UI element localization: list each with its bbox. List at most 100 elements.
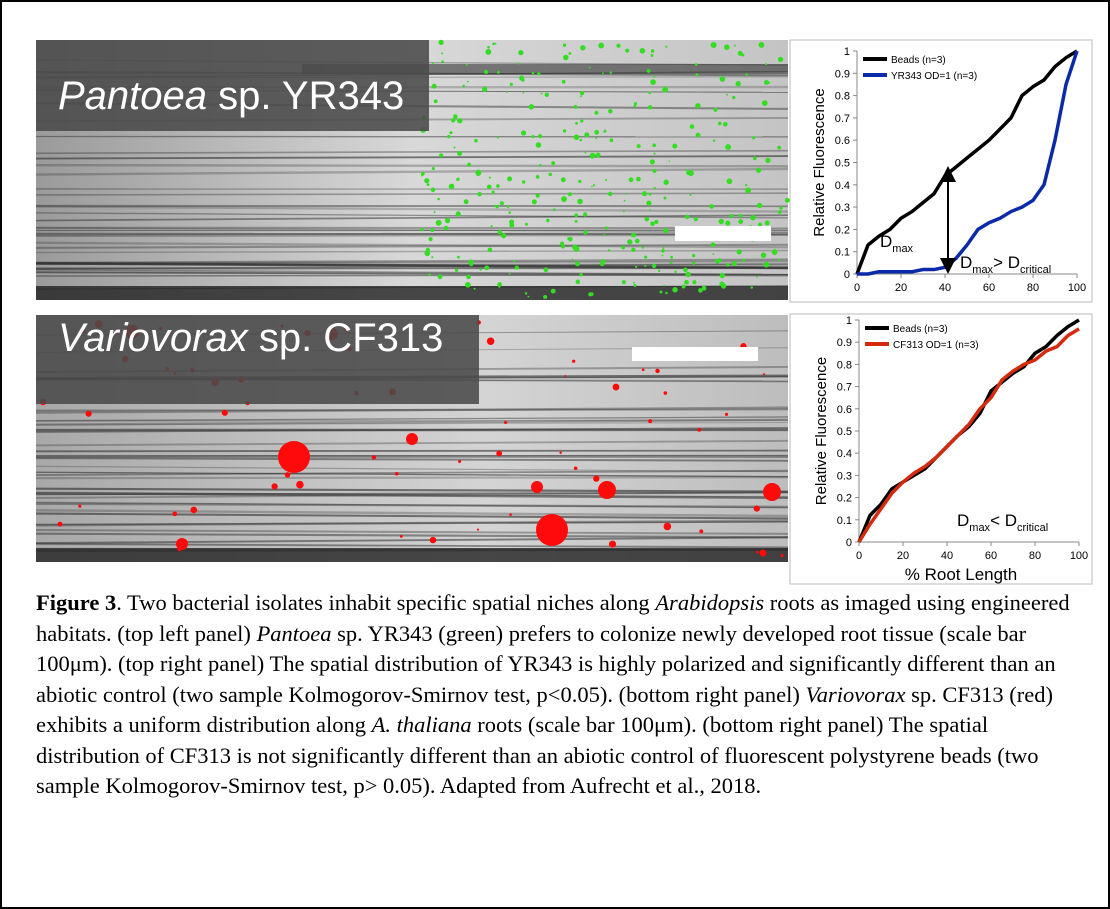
legend-label: Beads (n=3) [893,324,948,335]
bacteria-green [709,204,714,209]
bacteria-green [487,247,493,253]
bacteria-green [649,208,651,211]
y-tick-label: 0 [844,269,850,281]
y-tick-label: 1 [844,46,850,58]
bacteria-green [575,279,581,285]
annotation-text: < D [990,511,1017,530]
bacteria-red [663,522,672,531]
bacteria-green [628,177,634,183]
panel-label-part: sp. CF313 [248,316,444,360]
y-tick-label: 0.4 [835,180,850,192]
root-cell-wall [35,167,789,176]
annotation-text: > D [993,253,1020,272]
bacteria-green [563,54,569,61]
tube-edge [302,64,788,74]
bacteria-green [685,168,687,171]
bacteria-green [589,152,596,159]
bacteria-green [450,118,456,123]
bacteria-red [486,337,495,346]
bacteria-green [689,124,695,129]
bacteria-green [784,197,790,203]
bacteria-green [653,75,656,78]
bacteria-green [497,282,502,287]
bacteria-green [764,220,770,226]
bacteria-green [698,288,703,293]
bacteria-red [648,419,653,424]
bacteria-green [439,153,444,158]
bacteria-red [559,451,562,454]
bacteria-green [579,273,583,277]
bacteria-green [505,91,508,93]
bacteria-green [631,247,636,253]
bacteria-red [284,472,291,478]
caption-text: Pantoea [256,620,332,646]
bacteria-red [753,505,760,512]
bacteria-green [604,226,608,230]
bacteria-green [625,48,630,53]
bacteria-green [499,201,504,206]
bacteria-green [777,145,782,150]
bacteria-green [685,271,691,278]
root-cell-wall [35,532,789,539]
bacteria-green [544,92,549,98]
root-cell-wall [35,231,789,236]
bacteria-green [448,183,455,190]
bacteria-green [650,79,656,85]
bacteria-green [543,267,549,273]
bacteria-red [593,475,600,482]
bacteria-green [571,258,574,261]
bacteria-green [738,213,743,218]
root-cell-wall [35,542,789,549]
y-tick-label: 1 [846,315,852,327]
x-axis-label: % Root Length [905,565,1017,584]
bacteria-green [627,239,633,245]
bacteria-green [466,274,471,280]
bacteria-green [715,259,720,264]
bacteria-green [681,284,686,289]
caption-label: Figure 3 [36,590,117,615]
bacteria-green [702,285,705,288]
bacteria-green [670,255,674,259]
bacteria-green [512,259,516,263]
x-tick-label: 100 [1068,282,1086,294]
bacteria-green [588,292,593,297]
y-tick-label: 0.2 [837,493,852,505]
root-cell-wall [35,519,789,527]
bacteria-green [648,91,652,95]
bacteria-green [431,256,434,259]
bacteria-green [735,81,741,87]
bacteria-green [551,161,556,166]
bacteria-green [621,280,626,285]
bacteria-green [650,54,654,57]
panel-label-box [36,40,429,131]
bacteria-green [430,187,436,193]
bacteria-green [561,196,567,202]
bacteria-red [655,368,660,374]
bacteria-green [701,285,707,291]
bacteria-green [652,169,657,174]
bacteria-green [662,86,669,93]
bacteria-green [488,176,491,179]
bacteria-green [672,143,678,149]
bacteria-green [497,229,502,235]
bacteria-red [573,466,578,471]
bacteria-green [608,109,613,114]
bacteria-green [777,259,781,262]
bacteria-green [580,119,584,123]
y-tick-label: 0.5 [835,158,850,170]
bacteria-green [695,103,701,109]
bacteria-green [719,76,726,82]
bacteria-green [695,73,699,77]
root-cell-wall [35,471,789,478]
bacteria-green [454,268,459,272]
bacteria-green [579,138,583,142]
root-cell-wall [35,416,789,422]
panel-label-part: sp. YR343 [207,74,404,118]
bacteria-cluster [278,441,310,473]
bacteria-green [518,50,524,56]
bacteria-green [531,135,535,139]
bacteria-cluster [176,538,188,550]
bacteria-green [693,216,699,222]
bacteria-green [669,261,673,265]
bacteria-green [562,129,567,133]
